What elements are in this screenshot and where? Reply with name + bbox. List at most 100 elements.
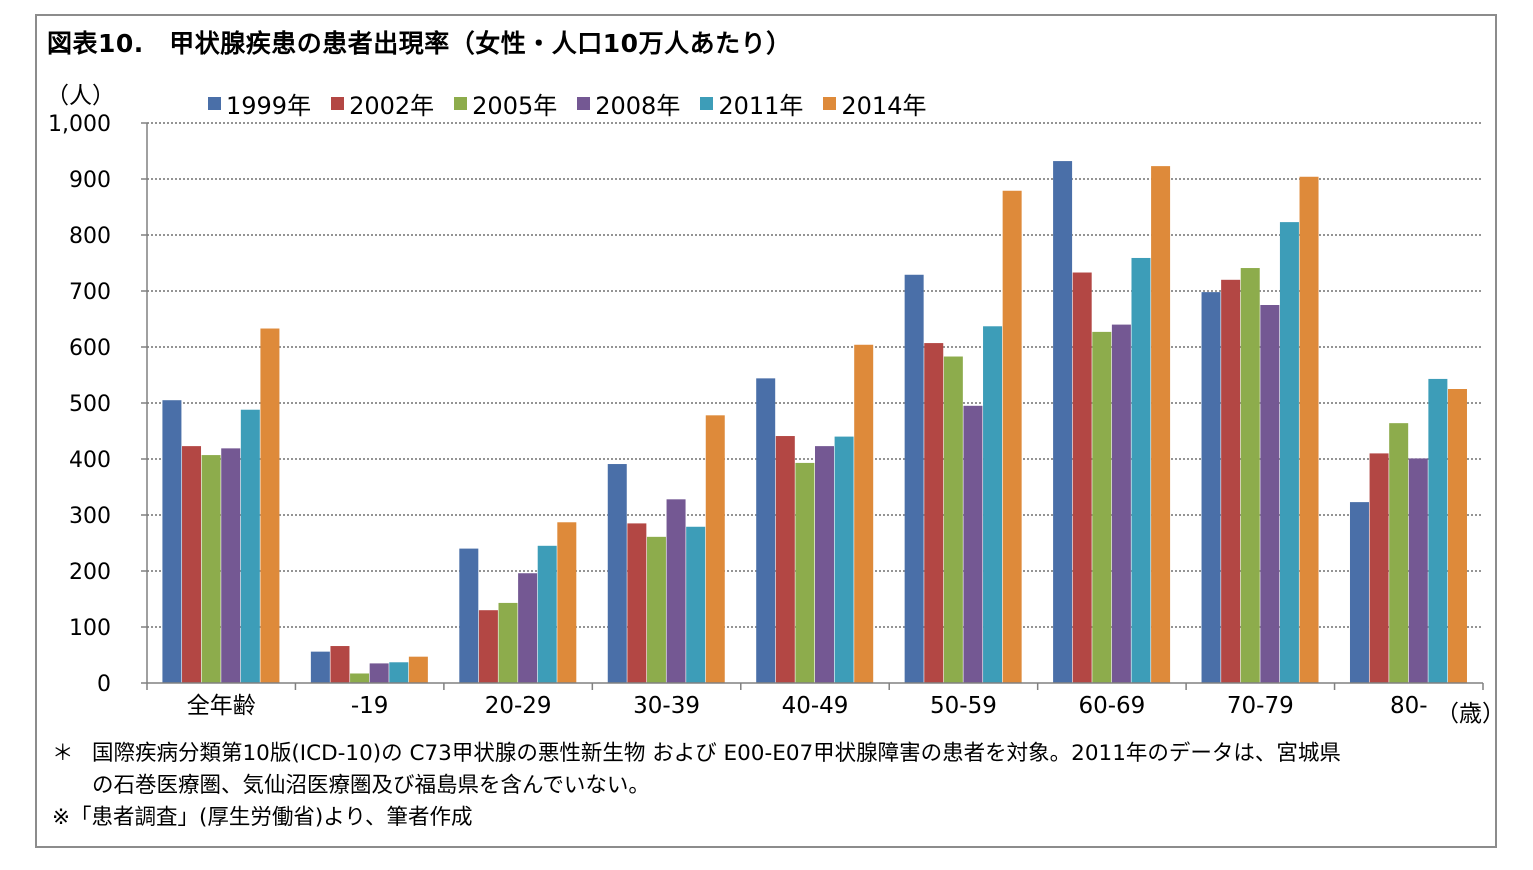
y-tick-label: 900	[69, 168, 111, 193]
bar-4-2	[795, 462, 815, 683]
bar-7-2	[1240, 268, 1260, 683]
legend-swatch	[331, 96, 345, 110]
bar-5-0	[904, 274, 924, 683]
bar-5-5	[1002, 190, 1022, 683]
y-tick-label: 0	[97, 672, 111, 697]
bar-8-2	[1389, 423, 1409, 683]
bar-8-1	[1369, 453, 1389, 683]
x-tick-label: 20-29	[485, 693, 552, 719]
x-tick-label: 70-79	[1227, 693, 1294, 719]
bar-0-2	[201, 455, 221, 683]
y-axis-unit-label: （人）	[46, 83, 115, 109]
x-tick-label: 50-59	[930, 693, 997, 719]
bar-2-1	[478, 610, 498, 683]
bar-3-1	[627, 523, 647, 683]
bar-4-3	[815, 446, 834, 683]
bar-2-5	[557, 522, 577, 683]
bar-0-3	[221, 448, 241, 683]
legend-item-2: 2005年	[454, 86, 557, 120]
legend-swatch	[454, 96, 468, 110]
footnote-1: ＊ 国際疾病分類第10版(ICD-10)の C73甲状腺の悪性新生物 および E0…	[52, 738, 1341, 770]
x-tick-label: 30-39	[633, 693, 700, 719]
bar-0-0	[162, 400, 182, 683]
legend-item-0: 1999年	[208, 86, 311, 120]
bar-5-2	[943, 356, 963, 683]
bar-2-0	[459, 548, 479, 683]
bar-4-1	[775, 436, 795, 683]
y-tick-label: 200	[69, 560, 111, 585]
bar-2-4	[537, 545, 557, 683]
bar-3-4	[686, 526, 706, 683]
legend-label: 2008年	[595, 91, 681, 120]
x-tick-label: 60-69	[1078, 693, 1145, 719]
y-tick-label: 300	[69, 504, 111, 529]
y-tick-label: 100	[69, 616, 111, 641]
legend-swatch	[577, 96, 591, 110]
bar-7-1	[1221, 279, 1241, 683]
legend-item-5: 2014年	[823, 86, 926, 120]
x-tick-label: 40-49	[782, 693, 849, 719]
legend: 1999年 2002年 2005年 2008年 2011年 2014年	[208, 86, 946, 120]
bar-8-0	[1349, 502, 1369, 683]
bar-7-3	[1260, 305, 1280, 683]
x-tick-label: 全年齢	[187, 693, 256, 719]
bar-7-0	[1201, 292, 1221, 683]
bar-1-1	[330, 646, 350, 683]
bar-2-2	[498, 602, 518, 683]
legend-item-4: 2011年	[700, 86, 803, 120]
legend-item-1: 2002年	[331, 86, 434, 120]
legend-swatch	[823, 96, 837, 110]
x-tick-label: 80-	[1390, 693, 1428, 719]
bar-0-5	[260, 328, 280, 683]
bar-6-2	[1092, 331, 1112, 683]
bar-1-2	[350, 673, 370, 683]
y-tick-label: 800	[69, 224, 111, 249]
bar-1-0	[310, 651, 330, 683]
y-tick-label: 700	[69, 280, 111, 305]
bar-4-5	[854, 344, 874, 683]
y-tick-label: 600	[69, 336, 111, 361]
bar-3-2	[646, 536, 666, 683]
bar-0-4	[240, 409, 260, 683]
footnote-asterisk: ＊	[52, 741, 74, 766]
legend-label: 2014年	[841, 91, 927, 120]
bar-8-5	[1447, 389, 1467, 683]
x-axis-unit-label: （歳）	[1436, 701, 1505, 727]
legend-item-3: 2008年	[577, 86, 680, 120]
legend-swatch	[700, 96, 714, 110]
legend-label: 2005年	[472, 91, 558, 120]
bar-1-5	[408, 656, 428, 683]
footnote-source: ※「患者調査」(厚生労働省)より、筆者作成	[52, 805, 473, 830]
legend-label: 2002年	[349, 91, 435, 120]
bar-3-0	[607, 464, 627, 683]
bar-3-5	[705, 415, 725, 683]
bar-1-4	[389, 662, 409, 683]
bar-8-3	[1408, 458, 1428, 683]
bar-6-1	[1072, 272, 1092, 683]
bar-7-5	[1299, 176, 1319, 683]
bar-1-3	[369, 663, 389, 683]
y-tick-label: 400	[69, 448, 111, 473]
x-tick-label: -19	[351, 693, 389, 719]
bar-6-3	[1111, 324, 1131, 683]
chart-title: 図表10. 甲状腺疾患の患者出現率（女性・人口10万人あたり）	[47, 29, 792, 58]
y-tick-label: 1,000	[48, 112, 111, 137]
legend-label: 1999年	[226, 91, 312, 120]
bar-3-3	[666, 499, 686, 683]
bar-0-1	[182, 446, 202, 683]
legend-swatch	[208, 96, 221, 110]
footnote-2: の石巻医療圏、気仙沼医療圏及び福島県を含んでいない。	[92, 773, 650, 798]
y-tick-label: 500	[69, 392, 111, 417]
bar-6-4	[1131, 257, 1151, 683]
bar-5-4	[983, 326, 1003, 683]
bar-4-4	[834, 436, 854, 683]
bar-2-3	[518, 573, 538, 683]
bar-6-0	[1053, 161, 1073, 683]
bar-6-5	[1151, 166, 1171, 683]
bar-4-0	[756, 378, 776, 683]
bar-7-4	[1279, 222, 1299, 683]
bar-5-3	[963, 405, 983, 683]
bar-5-1	[924, 343, 944, 683]
footnotes: ＊ 国際疾病分類第10版(ICD-10)の C73甲状腺の悪性新生物 および E0…	[52, 738, 1341, 834]
